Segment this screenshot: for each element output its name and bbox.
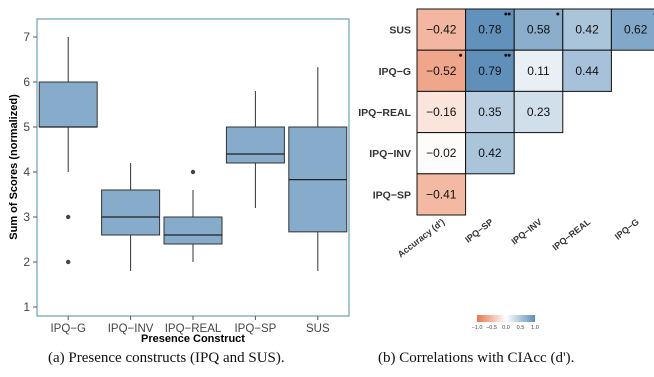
x-tick-label: IPQ−INV [108, 323, 154, 335]
legend-tick-label: 1.0 [531, 325, 539, 331]
x-tick-label: IPQ−SP [234, 323, 276, 335]
x-tick-label: IPQ−G [50, 323, 86, 335]
x-tick-label: SUS [306, 323, 330, 335]
boxplot-chart: Sum of Scores (normalized) Presence Cons… [8, 18, 350, 345]
heatmap-cell [610, 8, 654, 51]
outlier-point [190, 169, 196, 175]
caption-b: (b) Correlations with CIAcc (d'). [378, 350, 575, 366]
heatmap-cell [562, 8, 612, 51]
heatmap-cell [513, 90, 564, 134]
column-label: IPQ−INV [509, 217, 543, 247]
row-label: IPQ−G [379, 66, 411, 78]
cell-value: 0.79 [478, 64, 502, 78]
significance-dot [459, 53, 463, 57]
row-label: IPQ−SP [373, 189, 411, 201]
heatmap-cell [465, 49, 515, 92]
row-label: IPQ−INV [369, 148, 411, 160]
cell-value: −0.42 [426, 23, 457, 37]
outlier-point [66, 214, 71, 220]
cell-value: 0.35 [478, 105, 502, 119]
cell-value: 0.23 [527, 105, 551, 119]
significance-dot [504, 53, 508, 57]
box [225, 126, 285, 164]
color-legend-bar [477, 315, 535, 322]
heatmap-cell [416, 49, 467, 92]
heatmap-cell [416, 132, 467, 175]
column-label: IPQ−SP [463, 217, 495, 245]
box [38, 81, 98, 128]
cell-value: 0.42 [478, 146, 502, 160]
y-tick-label: 7 [23, 30, 30, 44]
cell-value: −0.02 [426, 146, 457, 160]
heatmap-cell [416, 90, 467, 134]
heatmap-cell [416, 173, 467, 216]
cell-value: −0.52 [426, 64, 457, 78]
significance-marker [504, 12, 511, 16]
legend-tick-label: 0.5 [517, 325, 525, 331]
significance-marker [504, 53, 511, 57]
cell-value: 0.44 [575, 64, 599, 78]
heatmap-cell [465, 90, 515, 134]
column-label: Accuracy (d') [396, 217, 447, 260]
cell-value: −0.16 [426, 105, 457, 119]
significance-marker [459, 53, 463, 57]
cell-value: 0.42 [575, 23, 599, 37]
cell-value: −0.41 [426, 187, 457, 201]
y-tick-label: 1 [23, 300, 30, 314]
legend-tick-label: −0.5 [486, 325, 497, 331]
outlier-point [66, 259, 71, 265]
row-label: SUS [389, 25, 411, 37]
column-label: IPQ−REAL [551, 216, 593, 252]
caption-a: (a) Presence constructs (IPQ and SUS). [48, 350, 285, 366]
significance-dot [556, 12, 560, 16]
box [163, 216, 223, 245]
heatmap-cell [562, 49, 612, 92]
y-tick-label: 4 [23, 165, 30, 179]
legend-tick-label: −1.0 [472, 325, 483, 331]
cell-value: 0.11 [527, 64, 550, 78]
box [101, 189, 161, 236]
cell-value: 0.62 [624, 23, 648, 37]
cell-value: 0.78 [478, 23, 502, 37]
significance-dot [507, 53, 511, 57]
y-axis-label: Sum of Scores (normalized) [8, 94, 20, 240]
x-tick-label: IPQ−REAL [165, 323, 222, 335]
y-tick-label: 2 [23, 255, 30, 269]
significance-dot [504, 12, 508, 16]
legend-tick-label: 0.0 [502, 325, 510, 331]
significance-marker [556, 12, 560, 16]
y-tick-label: 5 [23, 120, 30, 134]
y-tick-label: 3 [23, 210, 30, 224]
correlation-heatmap: SUS −0.42 0.78 0.58 0.42 0.62 IPQ−G −0.52 0.79 0.… [358, 8, 654, 331]
heatmap-cell [513, 8, 564, 51]
cell-value: 0.58 [527, 23, 551, 37]
heatmap-cell [465, 132, 515, 175]
y-tick-label: 6 [23, 75, 30, 89]
significance-dot [507, 12, 511, 16]
row-label: IPQ−REAL [358, 107, 411, 119]
column-label: IPQ−G [613, 217, 641, 242]
x-axis-label: Presence Construct [141, 333, 245, 345]
